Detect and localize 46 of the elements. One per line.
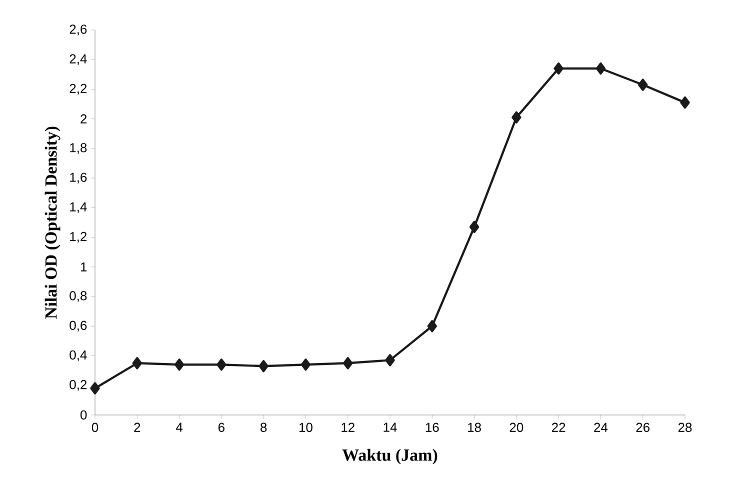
point bbox=[385, 354, 395, 366]
y-tick-label: 1,4 bbox=[70, 202, 87, 213]
y-tick-label: 1,6 bbox=[70, 172, 87, 184]
x-tick-label: 18 bbox=[468, 422, 481, 432]
x-tick-label: 28 bbox=[678, 422, 692, 432]
y-tick-label: 0,6 bbox=[70, 320, 87, 332]
y-tick-label: 2,6 bbox=[70, 24, 87, 36]
y-tick-label: 1,8 bbox=[70, 143, 87, 154]
point bbox=[512, 111, 522, 124]
x-tick-label: 2 bbox=[134, 422, 140, 432]
point bbox=[174, 358, 184, 371]
x-tick-label: 24 bbox=[594, 422, 608, 432]
point bbox=[258, 360, 268, 372]
point bbox=[554, 62, 564, 75]
x-tick-label: 16 bbox=[426, 422, 439, 432]
point bbox=[427, 320, 437, 332]
point bbox=[680, 96, 690, 109]
point bbox=[132, 357, 142, 370]
point bbox=[596, 62, 606, 75]
x-tick-label: 4 bbox=[176, 422, 183, 432]
x-tick-label: 0 bbox=[92, 422, 98, 432]
x-tick-label: 6 bbox=[218, 422, 224, 432]
y-tick-label: 1,2 bbox=[70, 232, 87, 243]
x-tick-label: 8 bbox=[260, 422, 267, 432]
point bbox=[469, 220, 480, 234]
point bbox=[216, 358, 226, 371]
y-axis-title: Nilai OD (Optical Density) bbox=[44, 126, 60, 319]
point bbox=[343, 357, 353, 370]
y-tick-label: 0,8 bbox=[70, 291, 87, 302]
x-axis-title: Waktu (Jam) bbox=[342, 448, 438, 464]
point bbox=[90, 382, 100, 394]
x-tick-label: 20 bbox=[510, 422, 524, 432]
x-tick-label: 10 bbox=[299, 422, 312, 432]
y-tick-label: 0 bbox=[80, 410, 87, 420]
y-tick-label: 1 bbox=[80, 262, 87, 272]
y-tick-label: 2,2 bbox=[70, 84, 87, 95]
x-tick-label: 12 bbox=[342, 422, 354, 432]
point bbox=[300, 358, 311, 371]
y-tick-label: 2 bbox=[80, 114, 87, 124]
x-tick-label: 26 bbox=[636, 422, 650, 432]
y-tick-label: 0,4 bbox=[70, 350, 87, 362]
x-tick-label: 22 bbox=[552, 422, 566, 432]
x-tick-label: 14 bbox=[384, 422, 397, 432]
point bbox=[638, 78, 648, 91]
y-tick-label: 0,2 bbox=[70, 380, 87, 391]
y-tick-label: 2,4 bbox=[70, 54, 87, 65]
